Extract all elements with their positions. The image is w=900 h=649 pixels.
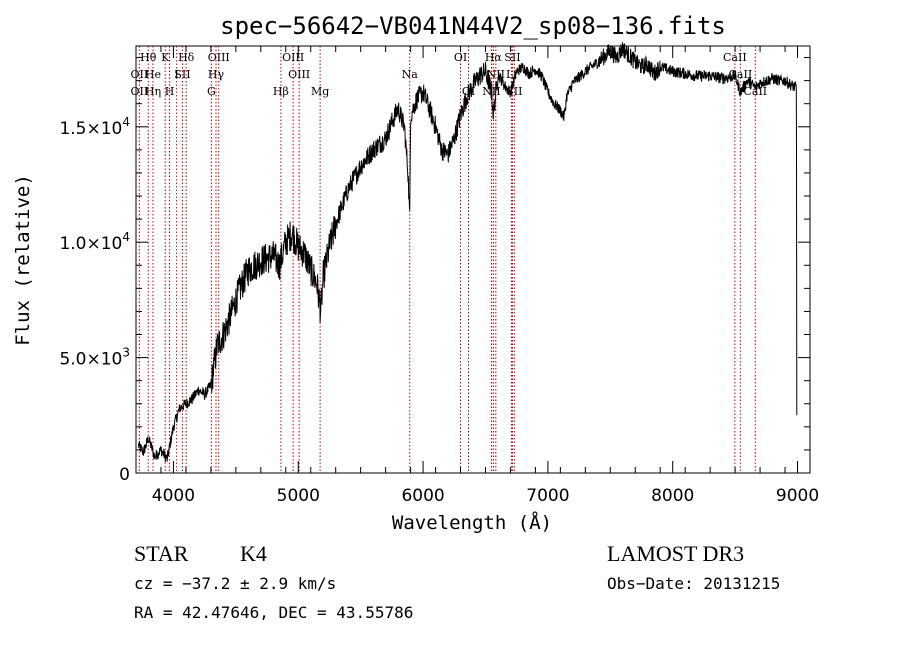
line-label: OIII — [288, 68, 310, 81]
y-tick-label: 1.5×104 — [59, 115, 130, 139]
y-axis: 0 5.0×103 1.0×104 1.5×104 — [59, 57, 810, 485]
emission-line-markers — [138, 46, 756, 473]
line-label: SII — [174, 68, 190, 81]
line-label: Hθ — [140, 51, 157, 64]
y-tick-label: 1.0×104 — [59, 230, 130, 254]
line-label: G — [207, 85, 216, 98]
plot-frame — [135, 45, 811, 474]
line-label: Hα — [485, 51, 503, 64]
x-axis: 4000 5000 6000 7000 8000 9000 — [135, 46, 819, 506]
observation-date: Obs−Date: 20131215 — [607, 574, 781, 593]
x-tick-label: 8000 — [651, 486, 694, 506]
line-label: Mg — [311, 85, 329, 98]
y-axis-label: Flux (relative) — [12, 174, 34, 346]
y-tick-label: 5.0×103 — [59, 346, 130, 370]
line-label: OII — [131, 85, 149, 98]
object-subclass: K4 — [240, 541, 267, 566]
line-label: OIII — [208, 51, 230, 64]
x-tick-label: 5000 — [277, 486, 320, 506]
object-class: STAR — [134, 541, 189, 566]
line-label: I — [175, 68, 179, 81]
line-label: CaII — [723, 51, 747, 64]
line-label: CaII — [743, 85, 767, 98]
line-label: Li — [506, 68, 517, 81]
line-label: Hβ — [273, 85, 289, 98]
line-label: Hγ — [208, 68, 225, 81]
line-label: Hη — [145, 85, 161, 98]
y-tick-label: 0 — [119, 465, 130, 485]
line-label: SII — [504, 51, 520, 64]
line-label: K — [161, 51, 170, 64]
x-tick-label: 4000 — [152, 486, 195, 506]
coordinates: RA = 42.47646, DEC = 43.55786 — [134, 603, 414, 622]
line-label: He — [145, 68, 161, 81]
line-label: H — [165, 85, 175, 98]
chart-title: spec−56642−VB041N44V2_sp08−136.fits — [220, 12, 726, 40]
line-label: OI — [454, 51, 467, 64]
x-tick-label: 6000 — [401, 486, 444, 506]
x-tick-label: 7000 — [526, 486, 569, 506]
line-label: Na — [402, 68, 419, 81]
line-label: OII — [131, 68, 149, 81]
line-label: Hδ — [178, 51, 195, 64]
spectrum-line — [138, 42, 798, 463]
x-tick-label: 9000 — [776, 486, 819, 506]
line-label: OIII — [282, 51, 304, 64]
x-axis-label: Wavelength (Å) — [392, 511, 552, 534]
redshift-velocity: cz = −37.2 ± 2.9 km/s — [134, 574, 337, 593]
survey-name: LAMOST DR3 — [607, 541, 745, 566]
